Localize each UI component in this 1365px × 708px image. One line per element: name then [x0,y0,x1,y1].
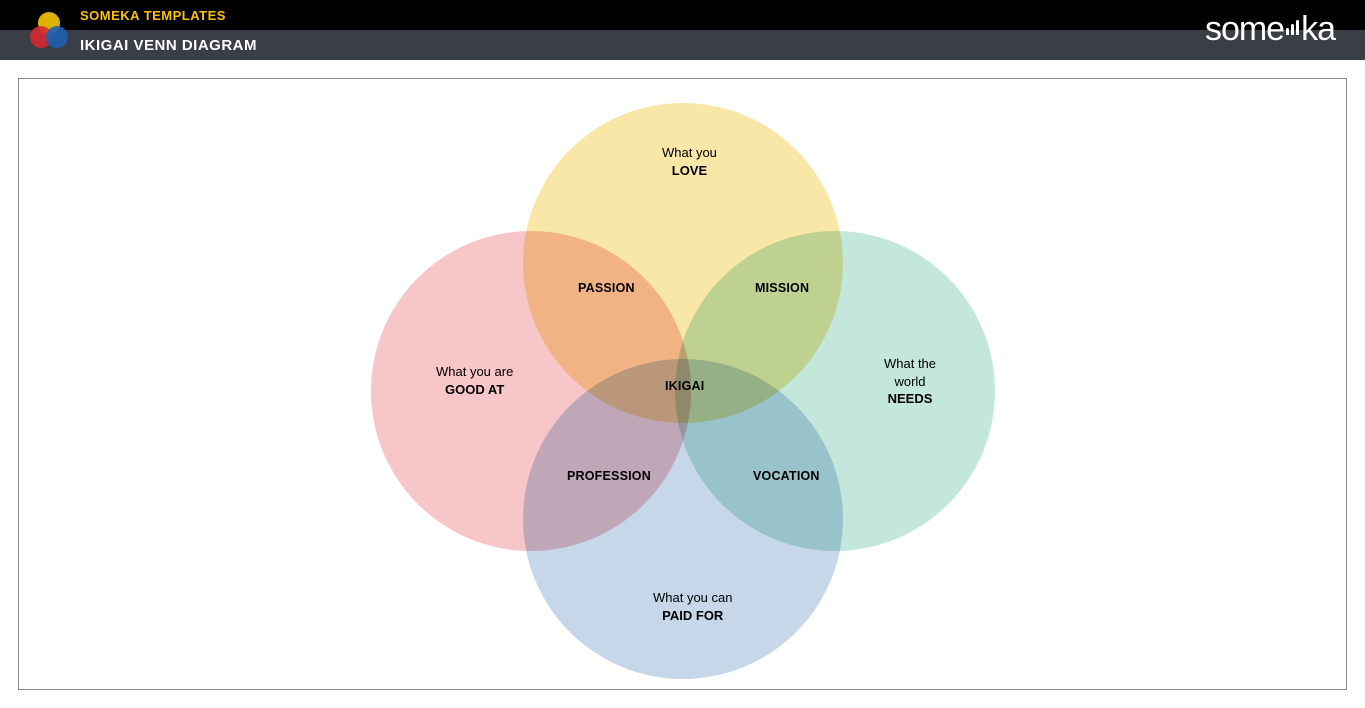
venn-overlap-ikigai: IKIGAI [665,379,704,393]
brand-bars-icon [1286,20,1299,35]
venn-circle-paid [523,359,843,679]
venn-label-love: What youLOVE [662,144,717,179]
brand-text-part2: ka [1301,10,1335,49]
brand-text-part1: some [1205,10,1284,49]
venn-overlap-passion: PASSION [578,281,635,295]
canvas-wrapper: What youLOVE What you areGOOD AT What the … [0,60,1365,708]
venn-canvas: What youLOVE What you areGOOD AT What the … [18,78,1347,690]
venn-overlap-profession: PROFESSION [567,469,651,483]
venn-label-needs: What the worldNEEDS [875,355,945,408]
venn-overlap-vocation: VOCATION [753,469,820,483]
header-top-bar: SOMEKA TEMPLATES [0,0,1365,30]
page-title: IKIGAI VENN DIAGRAM [80,37,257,54]
venn-label-paid: What you canPAID FOR [653,589,733,624]
header-title-bar: IKIGAI VENN DIAGRAM [0,30,1365,60]
venn-label-good: What you areGOOD AT [436,363,513,398]
brand-logo-icon [28,10,70,57]
brand-wordmark: some ka [1205,10,1335,49]
venn-overlap-mission: MISSION [755,281,809,295]
header-top-title: SOMEKA TEMPLATES [80,8,226,23]
